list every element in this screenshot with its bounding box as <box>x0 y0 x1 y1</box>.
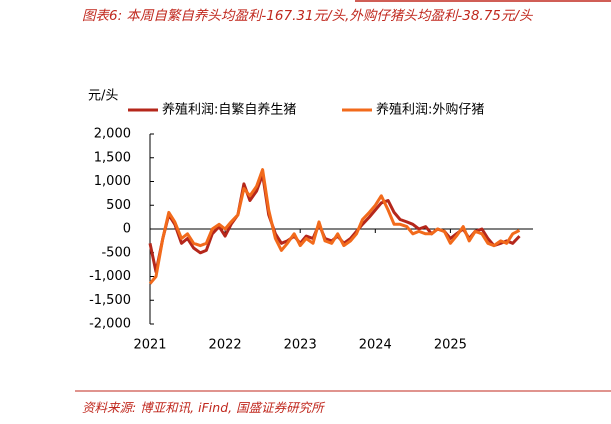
y-tick-label: 500 <box>106 198 131 213</box>
y-tick-label: 2,000 <box>94 127 131 142</box>
y-tick-label: -500 <box>101 245 131 260</box>
chart-title: 图表6: 本周自繁自养头均盈利-167.31元/头,外购仔猪头均盈利-38.75… <box>82 8 533 24</box>
y-axis-label: 元/头 <box>88 89 118 104</box>
legend-label: 养殖利润:自繁自养生猪 <box>162 102 296 118</box>
series-line <box>148 172 521 274</box>
source-note: 资料来源: 博亚和讯, iFind, 国盛证券研究所 <box>82 400 324 415</box>
series-line <box>148 168 521 285</box>
y-tick-label: -2,000 <box>89 317 131 332</box>
x-tick-label: 2021 <box>133 338 166 353</box>
y-tick-label: 1,000 <box>94 174 131 189</box>
x-tick-label: 2024 <box>359 338 392 353</box>
y-tick-label: -1,500 <box>89 293 131 308</box>
x-tick-label: 2025 <box>434 338 467 353</box>
legend-label: 养殖利润:外购仔猪 <box>376 102 484 118</box>
y-tick-label: 0 <box>123 222 131 237</box>
x-tick-label: 2023 <box>284 338 317 353</box>
y-tick-label: 1,500 <box>94 150 131 165</box>
x-tick-label: 2022 <box>209 338 242 353</box>
y-tick-label: -1,000 <box>89 269 131 284</box>
